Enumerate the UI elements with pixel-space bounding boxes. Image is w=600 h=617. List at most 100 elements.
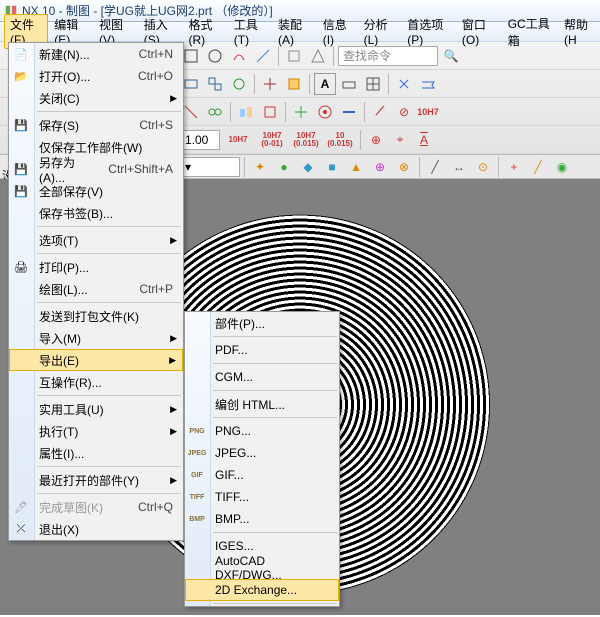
menu-item[interactable]: 📄新建(N)...Ctrl+N (9, 43, 183, 65)
menu-item[interactable]: 选项(T)▶ (9, 229, 183, 251)
menu-item[interactable]: 编创 HTML... (185, 393, 339, 415)
menu-item[interactable]: 💾另存为(A)...Ctrl+Shift+A (9, 158, 183, 180)
menu-item[interactable]: 💾 全部保存(V) (9, 180, 183, 202)
dim-tool-icon[interactable]: ⟋ (369, 101, 391, 123)
submenu-arrow-icon: ▶ (169, 355, 176, 366)
menu-item[interactable]: JPEGJPEG... (185, 442, 339, 464)
menu-12[interactable]: 帮助(H (558, 14, 600, 49)
tool-icon[interactable] (307, 45, 329, 67)
tool-icon[interactable] (228, 73, 250, 95)
menu-item[interactable]: 💾保存(S)Ctrl+S (9, 114, 183, 136)
menu-item[interactable]: 📂打开(O)...Ctrl+O (9, 65, 183, 87)
menu-item[interactable]: 仅保存工作部件(W) (9, 136, 183, 158)
tool-icon[interactable] (417, 73, 439, 95)
menu-item[interactable]: 🖨打印(P)... (9, 256, 183, 278)
snap-icon[interactable]: ⊕ (369, 156, 391, 178)
submenu-arrow-icon: ▶ (170, 404, 177, 415)
menu-item[interactable]: 导出(E)▶ (9, 349, 183, 371)
menu-item[interactable]: 发送到打包文件(K) (9, 305, 183, 327)
tool-icon[interactable] (290, 101, 312, 123)
menu-bar[interactable]: 文件(F)编辑(E)视图(V)插入(S)格式(R)工具(T)装配(A)信息(I)… (0, 22, 600, 42)
tol-button[interactable]: 10 (0.015) (324, 129, 356, 151)
tol-button[interactable]: 10H7 (0-01) (256, 129, 288, 151)
tool-icon[interactable] (235, 101, 257, 123)
menu-8[interactable]: 分析(L) (358, 14, 402, 49)
text-tool-icon[interactable]: A (314, 73, 336, 95)
menu-item[interactable]: 实用工具(U)▶ (9, 398, 183, 420)
snap-icon[interactable]: ↔ (448, 156, 470, 178)
snap-icon[interactable]: ⊙ (472, 156, 494, 178)
search-input[interactable]: 查找命令 (338, 46, 438, 66)
tool-icon[interactable] (204, 73, 226, 95)
tool-icon[interactable] (252, 45, 274, 67)
menu-item-label: BMP... (215, 512, 329, 526)
menu-item-icon: PNG (189, 423, 205, 439)
gd-icon[interactable]: ⊕ (365, 129, 387, 151)
tol-button[interactable]: 10H7 (0.015) (290, 129, 322, 151)
menu-item-label: 关闭(C) (39, 90, 173, 107)
snap-icon[interactable]: ╱ (527, 156, 549, 178)
menu-item[interactable]: 导入(M)▶ (9, 327, 183, 349)
menu-item[interactable]: TIFF TIFF... (185, 486, 339, 508)
menu-10[interactable]: 窗口(O) (456, 14, 502, 49)
menu-item[interactable]: 互操作(R)... (9, 371, 183, 393)
menu-item[interactable]: 保存书签(B)... (9, 202, 183, 224)
snap-icon[interactable]: ◆ (297, 156, 319, 178)
file-menu[interactable]: 📄新建(N)...Ctrl+N📂打开(O)...Ctrl+O关闭(C)▶💾保存(… (8, 42, 184, 541)
menu-item-label: 绘图(L)... (39, 281, 119, 298)
tool-icon[interactable] (393, 73, 415, 95)
tool-icon[interactable] (259, 73, 281, 95)
gd-icon[interactable]: ⌖ (389, 129, 411, 151)
menu-item[interactable]: ⤫退出(X) (9, 518, 183, 540)
menu-item[interactable]: 属性(I)... (9, 442, 183, 464)
tool-icon[interactable] (204, 45, 226, 67)
menu-item[interactable]: 最近打开的部件(Y)▶ (9, 469, 183, 491)
snap-icon[interactable]: ✦ (249, 156, 271, 178)
tol-button[interactable]: 10H7 (222, 129, 254, 151)
export-submenu[interactable]: 部件(P)... PDF... CGM... 编创 HTML... PNGPNG...J… (184, 311, 340, 607)
menu-item[interactable]: 执行(T)▶ (9, 420, 183, 442)
menu-item[interactable]: GIFGIF... (185, 464, 339, 486)
menu-item[interactable]: 关闭(C)▶ (9, 87, 183, 109)
tool-icon[interactable] (338, 101, 360, 123)
tool-icon[interactable] (204, 101, 226, 123)
value-input[interactable]: 1.00 (180, 130, 220, 150)
tool-icon[interactable] (283, 45, 305, 67)
menu-11[interactable]: GC工具箱 (502, 13, 558, 51)
menu-item-icon: TIFF (189, 489, 205, 505)
tool-icon[interactable] (362, 73, 384, 95)
menu-item[interactable]: 部件(P)... (185, 312, 339, 334)
menu-item-label: 发送到打包文件(K) (39, 308, 173, 325)
menu-item-shortcut: Ctrl+P (139, 282, 173, 296)
search-icon[interactable]: 🔍 (440, 45, 462, 67)
menu-item-label: 导出(E) (39, 352, 172, 369)
snap-icon[interactable]: ■ (321, 156, 343, 178)
menu-item[interactable]: BMPBMP... (185, 508, 339, 530)
tool-icon[interactable] (283, 73, 305, 95)
tool-icon[interactable] (228, 45, 250, 67)
menu-item[interactable]: CGM... (185, 366, 339, 388)
tool-icon[interactable] (314, 101, 336, 123)
menu-item-label: TIFF... (215, 490, 329, 504)
menu-item-icon: 💾 (13, 183, 29, 199)
tool-icon[interactable] (338, 73, 360, 95)
menu-item-shortcut: Ctrl+Q (138, 500, 173, 514)
gd-icon[interactable]: A (413, 129, 435, 151)
dim-tool-icon[interactable]: ⊘ (393, 101, 415, 123)
dim-tool-icon[interactable]: 10H7 (417, 101, 439, 123)
menu-item[interactable]: AutoCAD DXF/DWG... (185, 557, 339, 579)
menu-item[interactable]: PDF... (185, 339, 339, 361)
snap-icon[interactable]: ╱ (424, 156, 446, 178)
snap-icon[interactable]: + (503, 156, 525, 178)
menu-item[interactable]: 2D Exchange... (185, 579, 339, 601)
menu-item[interactable]: 绘图(L)... Ctrl+P (9, 278, 183, 300)
snap-icon[interactable]: ● (273, 156, 295, 178)
filter-dropdown[interactable]: ▾ (180, 157, 240, 177)
snap-icon[interactable]: ◉ (551, 156, 573, 178)
menu-item-label: 全部保存(V) (39, 183, 173, 200)
menu-item-icon: 💾 (13, 161, 29, 177)
snap-icon[interactable]: ▲ (345, 156, 367, 178)
tool-icon[interactable] (259, 101, 281, 123)
snap-icon[interactable]: ⊗ (393, 156, 415, 178)
menu-item[interactable]: PNGPNG... (185, 420, 339, 442)
